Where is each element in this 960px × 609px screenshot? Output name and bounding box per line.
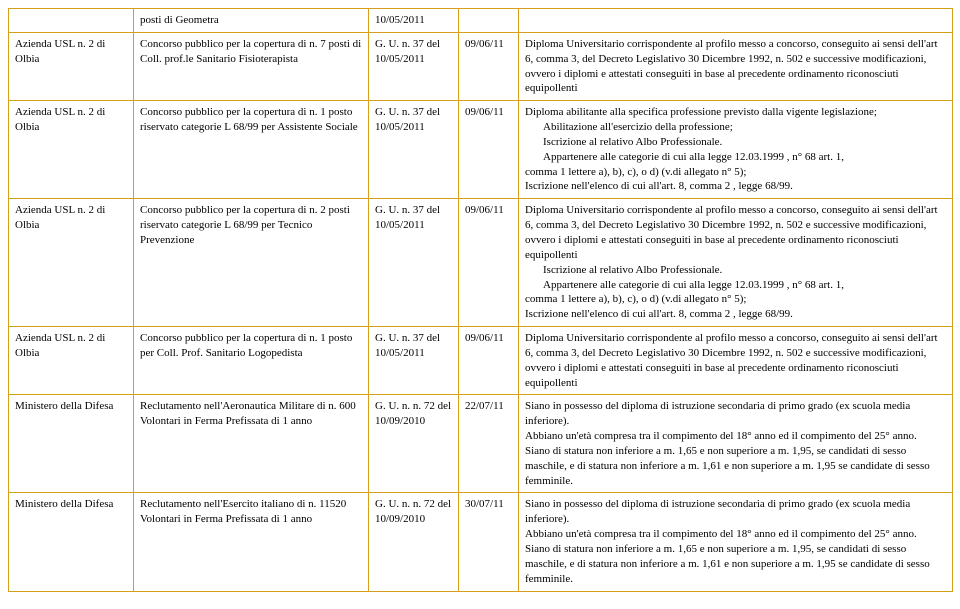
descrizione-cell: posti di Geometra — [134, 9, 369, 33]
descrizione-cell: Concorso pubblico per la copertura di n.… — [134, 32, 369, 100]
gazzetta-cell: G. U. n. n. 72 del 10/09/2010 — [369, 395, 459, 493]
gazzetta-cell: G. U. n. 37 del 10/05/2011 — [369, 327, 459, 395]
table-row: posti di Geometra10/05/2011 — [9, 9, 953, 33]
table-row: Azienda USL n. 2 di OlbiaConcorso pubbli… — [9, 199, 953, 327]
requisiti-cell: Diploma abilitante alla specifica profes… — [519, 101, 953, 199]
table-row: Azienda USL n. 2 di OlbiaConcorso pubbli… — [9, 101, 953, 199]
gazzetta-cell: G. U. n. 37 del 10/05/2011 — [369, 101, 459, 199]
ente-cell — [9, 9, 134, 33]
requisiti-cell: Diploma Universitario corrispondente al … — [519, 32, 953, 100]
table-row: Ministero della DifesaReclutamento nell'… — [9, 493, 953, 591]
scadenza-cell: 09/06/11 — [459, 32, 519, 100]
ente-cell: Ministero della Difesa — [9, 395, 134, 493]
descrizione-cell: Reclutamento nell'Aeronautica Militare d… — [134, 395, 369, 493]
gazzetta-cell: G. U. n. 37 del 10/05/2011 — [369, 32, 459, 100]
ente-cell: Azienda USL n. 2 di Olbia — [9, 101, 134, 199]
table-row: Azienda USL n. 2 di OlbiaConcorso pubbli… — [9, 327, 953, 395]
requisiti-cell: Diploma Universitario corrispondente al … — [519, 199, 953, 327]
scadenza-cell: 09/06/11 — [459, 327, 519, 395]
ente-cell: Azienda USL n. 2 di Olbia — [9, 32, 134, 100]
scadenza-cell: 09/06/11 — [459, 199, 519, 327]
descrizione-cell: Reclutamento nell'Esercito italiano di n… — [134, 493, 369, 591]
table-row: Azienda USL n. 2 di OlbiaConcorso pubbli… — [9, 32, 953, 100]
requisiti-cell: Diploma Universitario corrispondente al … — [519, 327, 953, 395]
requisiti-cell: Siano in possesso del diploma di istruzi… — [519, 395, 953, 493]
requisiti-cell: Siano in possesso del diploma di istruzi… — [519, 493, 953, 591]
scadenza-cell — [459, 9, 519, 33]
descrizione-cell: Concorso pubblico per la copertura di n.… — [134, 199, 369, 327]
gazzetta-cell: G. U. n. 37 del 10/05/2011 — [369, 199, 459, 327]
descrizione-cell: Concorso pubblico per la copertura di n.… — [134, 327, 369, 395]
scadenza-cell: 30/07/11 — [459, 493, 519, 591]
ente-cell: Azienda USL n. 2 di Olbia — [9, 199, 134, 327]
descrizione-cell: Concorso pubblico per la copertura di n.… — [134, 101, 369, 199]
ente-cell: Azienda USL n. 2 di Olbia — [9, 327, 134, 395]
gazzetta-cell: 10/05/2011 — [369, 9, 459, 33]
scadenza-cell: 22/07/11 — [459, 395, 519, 493]
scadenza-cell: 09/06/11 — [459, 101, 519, 199]
gazzetta-cell: G. U. n. n. 72 del 10/09/2010 — [369, 493, 459, 591]
ente-cell: Ministero della Difesa — [9, 493, 134, 591]
requisiti-cell — [519, 9, 953, 33]
table-row: Ministero della DifesaReclutamento nell'… — [9, 395, 953, 493]
concorsi-table: posti di Geometra10/05/2011Azienda USL n… — [8, 8, 953, 592]
